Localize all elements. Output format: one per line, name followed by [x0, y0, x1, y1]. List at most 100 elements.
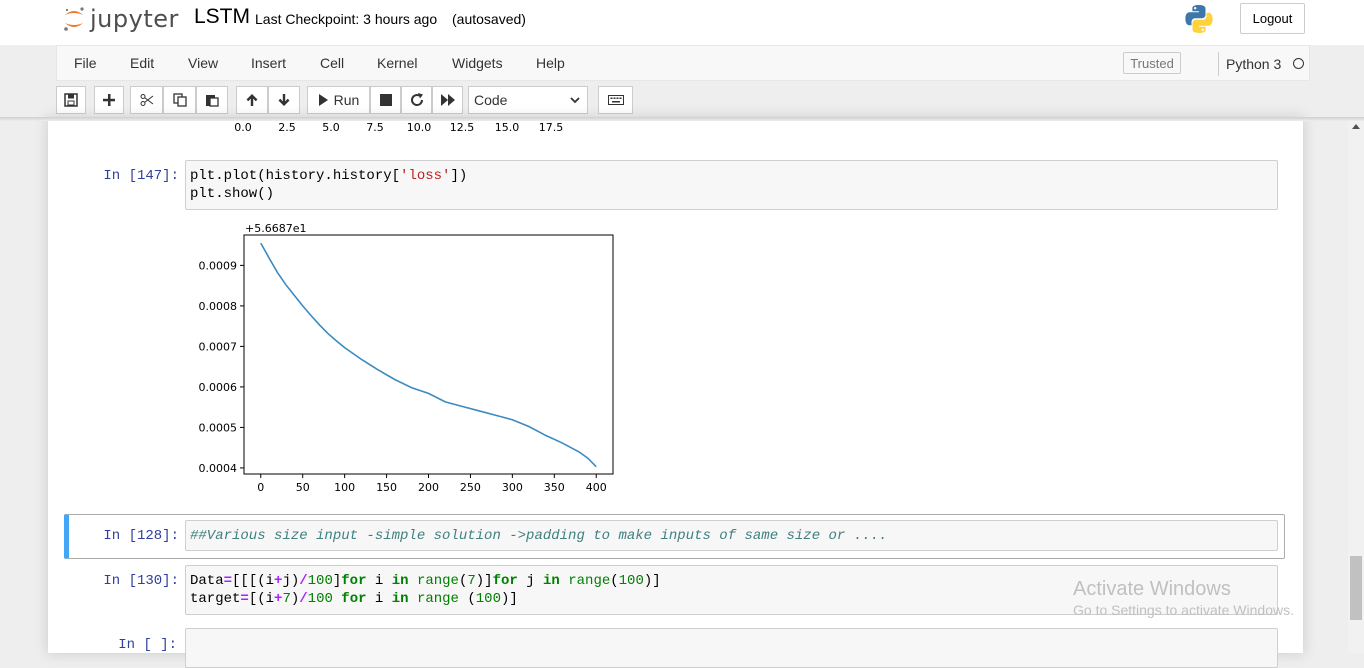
y-tick-label: 0.0007 — [199, 340, 238, 353]
cell-prompt: In [128]: — [103, 528, 179, 544]
jupyter-icon — [64, 7, 84, 31]
x-axis: 0 50 100 150 200 250 300 350 400 — [257, 474, 607, 494]
cell-prompt: In [130]: — [103, 573, 179, 589]
move-down-button[interactable] — [268, 86, 300, 114]
save-button[interactable] — [56, 86, 86, 114]
notebook-container: 0.0 2.5 5.0 7.5 10.0 12.5 15.0 17.5 In [… — [48, 118, 1303, 668]
menu-help[interactable]: Help — [536, 55, 565, 71]
x-tick-label: 300 — [502, 481, 523, 494]
restart-icon — [410, 93, 423, 106]
x-tick-label: 50 — [296, 481, 310, 494]
copy-button[interactable] — [163, 86, 196, 114]
previous-output-axis: 0.0 2.5 5.0 7.5 10.0 12.5 15.0 17.5 — [234, 121, 564, 134]
run-button[interactable]: Run — [307, 86, 370, 114]
loss-series-line — [260, 242, 597, 468]
fast-forward-icon — [440, 94, 455, 106]
x-tick-label: 150 — [376, 481, 397, 494]
prev-tick-label: 17.5 — [539, 121, 564, 134]
arrow-down-icon — [278, 94, 290, 106]
menu-widgets[interactable]: Widgets — [452, 55, 503, 71]
restart-run-all-button[interactable] — [432, 86, 463, 114]
autosave-status: (autosaved) — [452, 11, 526, 27]
code-cell-input[interactable]: Data=[[[(i+j)/100]for i in range(7)]for … — [185, 565, 1278, 615]
menu-edit[interactable]: Edit — [130, 55, 155, 71]
cut-button[interactable] — [130, 86, 163, 114]
cell-type-select[interactable]: Code — [468, 86, 588, 114]
command-palette-button[interactable] — [598, 86, 633, 114]
cell-type-value: Code — [474, 92, 508, 108]
windows-activation-subtitle: Go to Settings to activate Windows. — [1073, 602, 1294, 618]
menu-cell[interactable]: Cell — [320, 55, 345, 71]
x-tick-label: 100 — [334, 481, 355, 494]
code-line: Data=[[[(i+j)/100]for i in range(7)]for … — [190, 573, 661, 589]
cell-prompt: In [147]: — [103, 168, 179, 184]
move-up-button[interactable] — [236, 86, 268, 114]
y-tick-label: 0.0005 — [199, 421, 238, 434]
prev-tick-label: 10.0 — [407, 121, 432, 134]
plus-icon — [103, 94, 115, 106]
chevron-down-icon — [570, 97, 580, 104]
code-line: target=[(i+7)/100 for i in range (100)] — [190, 591, 518, 607]
code-line: plt.show() — [190, 186, 275, 202]
header-shadow — [0, 117, 1364, 121]
scroll-up-arrow-icon[interactable] — [1352, 124, 1360, 129]
code-cell-input[interactable]: plt.plot(history.history['loss']) plt.sh… — [185, 160, 1278, 210]
cell-prompt: In [ ]: — [118, 637, 177, 653]
notebook-header: jupyter LSTM Last Checkpoint: 3 hours ag… — [0, 0, 1364, 45]
scissors-icon — [140, 94, 153, 106]
kernel-name[interactable]: Python 3 — [1226, 56, 1282, 72]
code-comment: ##Various size input -simple solution ->… — [190, 528, 888, 544]
prev-tick-label: 7.5 — [366, 121, 384, 134]
vertical-scrollbar[interactable] — [1348, 118, 1364, 653]
stop-icon — [379, 94, 392, 106]
checkpoint-status: Last Checkpoint: 3 hours ago — [255, 11, 438, 27]
kernel-status-icon — [1293, 58, 1304, 69]
windows-activation-title: Activate Windows — [1073, 578, 1231, 600]
paste-icon — [206, 95, 219, 107]
y-tick-label: 0.0009 — [199, 259, 238, 272]
code-cell-input[interactable] — [185, 628, 1278, 668]
plot-area — [243, 234, 614, 475]
insert-cell-button[interactable] — [94, 86, 124, 114]
x-tick-label: 250 — [460, 481, 481, 494]
interrupt-button[interactable] — [370, 86, 401, 114]
jupyter-logo[interactable]: jupyter — [62, 3, 179, 35]
menu-kernel[interactable]: Kernel — [377, 55, 418, 71]
code-line: plt.plot(history.history['loss']) — [190, 168, 468, 184]
menubar: File Edit View Insert Cell Kernel Widget… — [56, 45, 1310, 81]
axis-offset-label: +5.6687e1 — [245, 222, 306, 235]
prev-tick-label: 5.0 — [322, 121, 340, 134]
y-tick-label: 0.0008 — [199, 300, 238, 313]
menu-insert[interactable]: Insert — [251, 55, 287, 71]
y-tick-label: 0.0004 — [199, 462, 238, 475]
logo-text: jupyter — [90, 5, 179, 33]
prev-tick-label: 12.5 — [450, 121, 475, 134]
x-tick-label: 200 — [418, 481, 439, 494]
y-tick-label: 0.0006 — [199, 381, 238, 394]
copy-icon — [172, 93, 187, 107]
x-tick-label: 350 — [544, 481, 565, 494]
restart-button[interactable] — [401, 86, 432, 114]
play-icon — [318, 94, 328, 106]
keyboard-icon — [607, 95, 624, 105]
prev-tick-label: 2.5 — [278, 121, 296, 134]
menu-file[interactable]: File — [74, 55, 97, 71]
notebook-scroll-area[interactable]: 0.0 2.5 5.0 7.5 10.0 12.5 15.0 17.5 In [… — [0, 118, 1364, 668]
selected-cell-border — [64, 514, 1285, 559]
notebook-name[interactable]: LSTM — [194, 5, 251, 28]
logout-button[interactable]: Logout — [1240, 3, 1305, 34]
toolbar: Run Code — [56, 86, 1310, 116]
prev-tick-label: 0.0 — [234, 121, 252, 134]
arrow-up-icon — [246, 94, 258, 106]
paste-button[interactable] — [196, 86, 228, 114]
save-icon — [64, 93, 78, 107]
loss-chart: +5.6687e1 0 50 100 150 200 250 300 350 400 0.000… — [199, 222, 614, 494]
run-label: Run — [333, 92, 360, 108]
x-tick-label: 0 — [257, 481, 264, 494]
menu-view[interactable]: View — [188, 55, 219, 71]
scrollbar-thumb[interactable] — [1350, 556, 1362, 620]
code-cell-input[interactable]: ##Various size input -simple solution ->… — [185, 520, 1278, 551]
python-logo-icon — [1185, 5, 1213, 33]
trusted-indicator[interactable]: Trusted — [1123, 52, 1181, 74]
kernel-divider — [1218, 52, 1219, 76]
